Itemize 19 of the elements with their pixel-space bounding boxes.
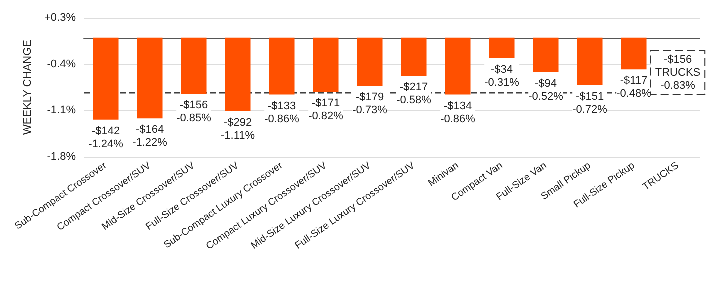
data-label: -$217 -0.58% bbox=[396, 82, 432, 107]
data-label: -$133 -0.86% bbox=[264, 100, 300, 126]
data-label: -$292 -1.11% bbox=[220, 116, 256, 142]
data-label: -$156 -0.85% bbox=[176, 100, 212, 125]
data-label: -$142 -1.24% bbox=[88, 125, 124, 150]
data-label: -$171 -0.82% bbox=[308, 98, 344, 123]
data-label: -$164 -1.22% bbox=[132, 124, 168, 150]
data-label: -$34 -0.31% bbox=[484, 64, 520, 89]
y-tick-label: -1.8% bbox=[47, 151, 76, 163]
annotation: -$156 TRUCKS -0.83% bbox=[655, 54, 701, 92]
y-tick-label: -0.4% bbox=[47, 58, 76, 70]
y-axis-title: WEEKLY CHANGE bbox=[22, 40, 34, 135]
data-label: -$179 -0.73% bbox=[352, 92, 388, 117]
data-label: -$151 -0.72% bbox=[572, 91, 608, 116]
data-label: -$117 -0.48% bbox=[616, 75, 652, 100]
data-label: -$94 -0.52% bbox=[528, 78, 564, 103]
y-tick-label: -1.1% bbox=[47, 104, 76, 117]
y-tick-label: +0.3% bbox=[44, 12, 76, 24]
data-label: -$134 -0.86% bbox=[440, 100, 476, 126]
